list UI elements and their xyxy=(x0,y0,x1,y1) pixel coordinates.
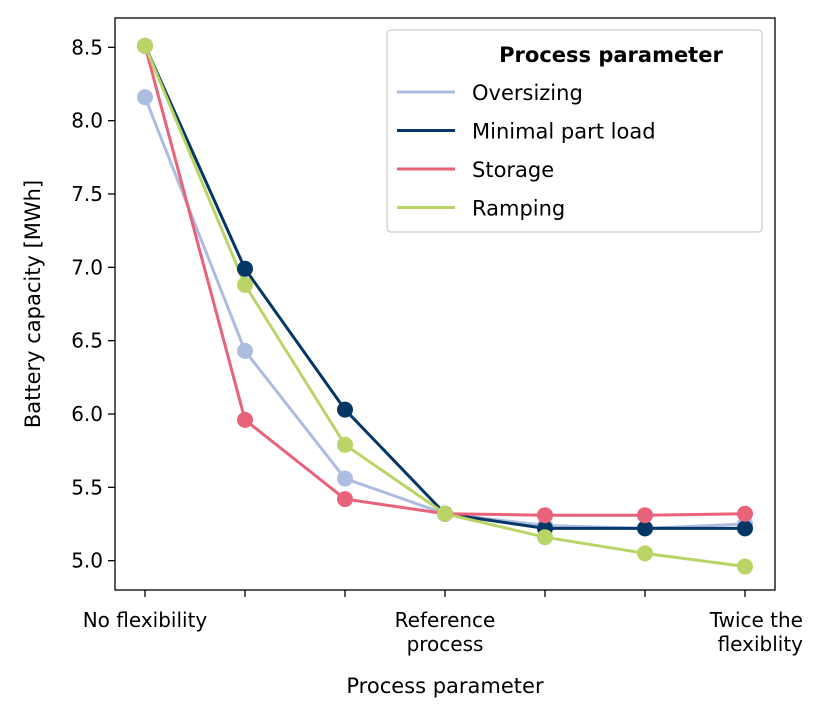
x-tick-label-line: Twice the xyxy=(709,608,803,632)
x-tick-label-line: flexiblity xyxy=(718,632,804,656)
data-point-storage xyxy=(637,507,653,524)
legend-title: Process parameter xyxy=(499,43,723,67)
data-point-ramping xyxy=(337,436,353,453)
data-point-minimal-part-load xyxy=(237,260,253,277)
data-point-storage xyxy=(337,491,353,508)
data-point-storage xyxy=(537,507,553,524)
x-axis-label: Process parameter xyxy=(346,674,544,698)
data-point-ramping xyxy=(537,529,553,546)
y-axis: 5.0 5.5 6.0 6.5 7.0 7.5 8.0 8.5 xyxy=(71,35,115,573)
legend-entries: Oversizing Minimal part load Storage Rampin… xyxy=(397,81,656,221)
data-point-oversizing xyxy=(137,89,153,106)
legend-label-minimal-part-load: Minimal part load xyxy=(472,120,656,144)
data-point-oversizing xyxy=(337,470,353,487)
y-tick-label: 6.5 xyxy=(71,329,103,353)
data-point-ramping xyxy=(737,558,753,575)
x-tick-label-line: No flexibility xyxy=(83,608,208,632)
y-tick-label: 5.0 xyxy=(71,549,103,573)
data-point-storage xyxy=(237,411,253,428)
legend-label-oversizing: Oversizing xyxy=(472,81,583,105)
y-tick-label: 6.0 xyxy=(71,402,103,426)
data-point-oversizing xyxy=(237,342,253,359)
data-point-ramping xyxy=(237,276,253,293)
x-tick-label-line: Reference xyxy=(395,608,496,632)
legend: Process parameter Oversizing Minimal part… xyxy=(386,29,763,233)
y-tick-label: 5.5 xyxy=(71,475,103,499)
legend-box xyxy=(386,29,763,233)
y-tick-label: 8.5 xyxy=(71,35,103,59)
legend-label-storage: Storage xyxy=(472,158,554,182)
x-tick-label: No flexibility xyxy=(83,608,208,632)
data-point-ramping xyxy=(437,505,453,522)
data-point-minimal-part-load xyxy=(337,401,353,418)
x-tick-label-line: process xyxy=(407,632,484,656)
plot-markers xyxy=(137,37,753,575)
y-tick-label: 8.0 xyxy=(71,109,103,133)
data-point-minimal-part-load xyxy=(737,520,753,537)
x-tick-label: Twice the flexiblity xyxy=(709,608,803,656)
legend-label-ramping: Ramping xyxy=(472,197,565,221)
data-point-storage xyxy=(737,505,753,522)
data-point-ramping xyxy=(137,37,153,54)
x-tick-label: Reference process xyxy=(395,608,496,656)
y-tick-label: 7.0 xyxy=(71,255,103,279)
x-axis: No flexibility Reference process Twice the f… xyxy=(83,590,803,656)
y-tick-label: 7.5 xyxy=(71,182,103,206)
data-point-ramping xyxy=(637,545,653,562)
data-point-minimal-part-load xyxy=(637,520,653,537)
y-axis-label: Battery capacity [MWh] xyxy=(21,180,45,428)
